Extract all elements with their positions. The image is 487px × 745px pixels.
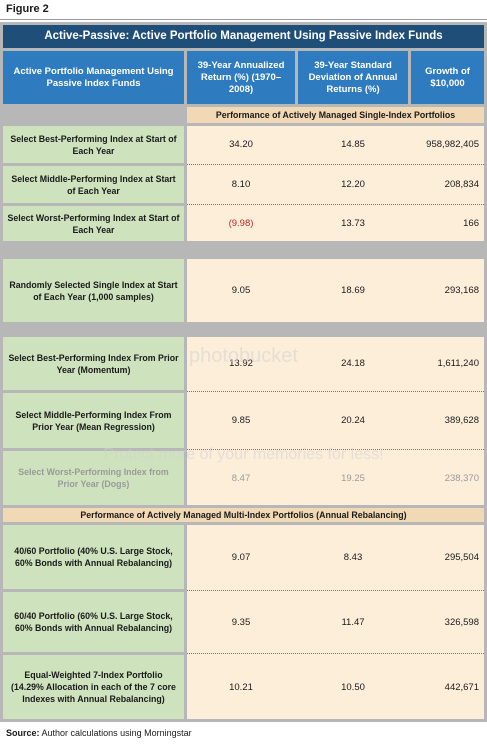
header-return: 39-Year Annualized Return (%) (1970–2008… [187, 51, 295, 104]
growth-value: 238,370 [444, 472, 479, 484]
std-dev-value: 8.43 [343, 551, 363, 563]
values-panel-4 [187, 525, 484, 719]
std-dev-value: 13.73 [341, 218, 365, 229]
values-panel-1 [187, 126, 484, 241]
growth-value: 166 [463, 218, 479, 229]
row-separator [187, 391, 484, 392]
row-label: Select Worst-Performing Index at Start o… [3, 206, 184, 241]
growth-value: 389,628 [444, 415, 479, 426]
figure-label: Figure 2 [6, 3, 49, 15]
return-value: 9.05 [231, 285, 251, 296]
data-table: Active-Passive: Active Portfolio Managem… [0, 22, 487, 722]
std-dev-value: 10.50 [341, 681, 365, 693]
return-value: 8.10 [231, 179, 251, 190]
growth-value: 208,834 [444, 179, 479, 190]
growth-value: 442,671 [444, 681, 479, 693]
section-multi-index: Performance of Actively Managed Multi-In… [3, 508, 484, 522]
group-divider [3, 244, 484, 256]
std-dev-value: 18.69 [341, 285, 365, 296]
figure-divider [0, 19, 487, 20]
source-note: Source: Author calculations using Mornin… [6, 728, 192, 738]
std-dev-value: 24.18 [341, 358, 365, 369]
std-dev-value: 20.24 [341, 415, 365, 426]
std-dev-value: 14.85 [341, 139, 365, 150]
header-std-dev: 39-Year Standard Deviation of Annual Ret… [298, 51, 408, 104]
values-panel-2 [187, 259, 484, 322]
row-label: Randomly Selected Single Index at Start … [3, 259, 184, 322]
std-dev-value: 12.20 [341, 179, 365, 190]
std-dev-value: 11.47 [341, 616, 365, 628]
row-separator [187, 449, 484, 450]
table-title: Active-Passive: Active Portfolio Managem… [3, 25, 484, 48]
row-separator [187, 653, 484, 654]
row-label: Select Worst-Performing Index from Prior… [3, 451, 184, 505]
return-value: 9.07 [231, 551, 251, 563]
section-spacer [3, 107, 184, 123]
source-text: Author calculations using Morningstar [41, 728, 192, 738]
values-panel-3 [187, 337, 484, 505]
return-value: 34.20 [229, 139, 253, 150]
growth-value: 958,982,405 [426, 139, 479, 150]
row-separator [187, 590, 484, 591]
row-separator [187, 204, 484, 205]
return-value: 8.47 [231, 472, 251, 484]
row-label: 60/40 Portfolio (60% U.S. Large Stock, 6… [3, 592, 184, 652]
growth-value: 326,598 [444, 616, 479, 628]
source-label: Source: [6, 728, 40, 738]
section-single-index: Performance of Actively Managed Single-I… [187, 107, 484, 123]
return-value-negative: (9.98) [228, 218, 254, 229]
row-label: Select Middle-Performing Index at Start … [3, 166, 184, 203]
growth-value: 293,168 [444, 285, 479, 296]
row-label: Select Best-Performing Index at Start of… [3, 126, 184, 163]
return-value: 13.92 [229, 358, 253, 369]
row-separator [187, 164, 484, 165]
row-label: Select Middle-Performing Index From Prio… [3, 393, 184, 448]
growth-value: 295,504 [444, 551, 479, 563]
std-dev-value: 19.25 [341, 472, 365, 484]
return-value: 9.85 [231, 415, 251, 426]
growth-value: 1,611,240 [437, 358, 479, 369]
row-label: 40/60 Portfolio (40% U.S. Large Stock, 6… [3, 525, 184, 589]
row-label: Select Best-Performing Index From Prior … [3, 337, 184, 390]
row-label: Equal-Weighted 7-Index Portfolio (14.29%… [3, 655, 184, 719]
header-growth: Growth of $10,000 [411, 51, 484, 104]
return-value: 9.35 [231, 616, 251, 628]
header-strategy: Active Portfolio Management Using Passiv… [3, 51, 184, 104]
return-value: 10.21 [229, 681, 253, 693]
group-divider [3, 325, 484, 334]
